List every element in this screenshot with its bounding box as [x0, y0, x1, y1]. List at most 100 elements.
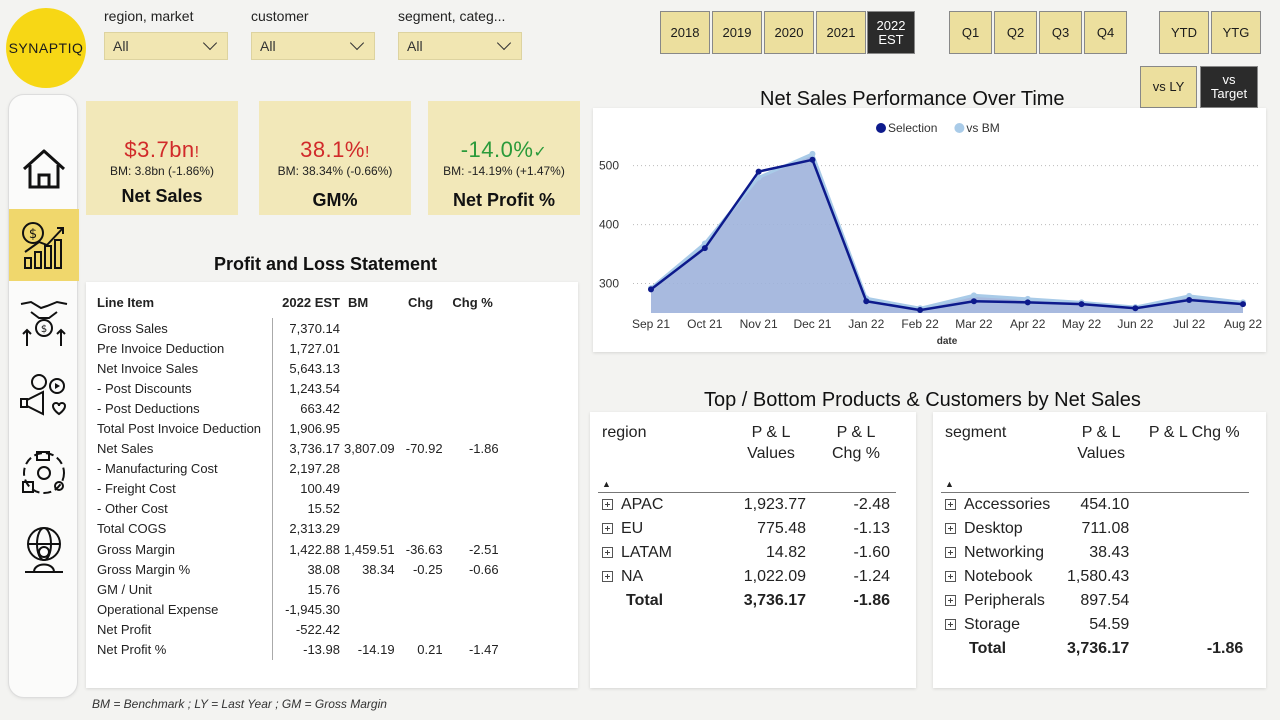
pl-header-bm[interactable]: BM	[348, 294, 369, 310]
quarter-button-q3[interactable]: Q3	[1039, 11, 1082, 54]
pl-row[interactable]: Net Sales 3,736.17 3,807.09 -70.92 -1.86	[94, 438, 501, 459]
pl-cell: 38.08	[307, 561, 340, 577]
year-button-2018[interactable]: 2018	[660, 11, 710, 54]
sidebar-item-supply-chain[interactable]	[9, 437, 79, 509]
expand-icon[interactable]	[945, 522, 956, 534]
y-tick-label: 500	[599, 159, 619, 173]
pl-cell	[397, 398, 445, 418]
expand-icon[interactable]	[945, 618, 956, 630]
year-button-2019[interactable]: 2019	[712, 11, 762, 54]
vs-target-button[interactable]: vs Target	[1200, 66, 1258, 108]
sidebar-item-partners[interactable]: $	[9, 285, 79, 357]
pl-row[interactable]: Gross Margin % 38.08 38.34 -0.25 -0.66	[94, 559, 501, 580]
legend-marker	[876, 123, 886, 133]
pl-row[interactable]: Gross Margin 1,422.88 1,459.51 -36.63 -2.51	[94, 539, 501, 560]
sidebar-item-finance[interactable]: $	[9, 209, 79, 281]
pl-line-item: Pre Invoice Deduction	[94, 338, 273, 359]
sort-asc-icon[interactable]: ▲	[602, 479, 611, 489]
values-header[interactable]: P & L Values	[1077, 424, 1125, 462]
row-label: APAC	[621, 495, 664, 513]
expand-icon[interactable]	[945, 570, 956, 582]
pl-row[interactable]: - Freight Cost 100.49	[94, 478, 501, 499]
pl-row[interactable]: - Manufacturing Cost 2,197.28	[94, 458, 501, 479]
table-row[interactable]: Notebook 1,580.43	[941, 565, 1249, 589]
kpi-benchmark: BM: -14.19% (+1.47%)	[443, 164, 565, 178]
x-tick-label: Apr 22	[1010, 317, 1046, 331]
table-row[interactable]: Networking 38.43	[941, 541, 1249, 565]
ytg-button[interactable]: YTG	[1211, 11, 1261, 54]
table-row[interactable]: Accessories 454.10	[941, 493, 1249, 517]
pl-header-chg-pct[interactable]: Chg %	[452, 294, 493, 310]
pl-row[interactable]: GM / Unit 15.76	[94, 579, 501, 600]
pl-header-line-item[interactable]: Line Item	[97, 294, 155, 310]
row-value: -1.60	[853, 543, 890, 561]
quarter-button-q1[interactable]: Q1	[949, 11, 992, 54]
row-value: 1,580.43	[1067, 567, 1130, 585]
quarter-button-q4[interactable]: Q4	[1084, 11, 1127, 54]
expand-icon[interactable]	[945, 498, 956, 510]
year-button-2021[interactable]: 2021	[816, 11, 866, 54]
pl-row[interactable]: Net Profit % -13.98 -14.19 0.21 -1.47	[94, 639, 501, 660]
pl-row[interactable]: Pre Invoice Deduction 1,727.01	[94, 338, 501, 359]
data-point	[1132, 305, 1139, 312]
sidebar-item-marketing[interactable]	[9, 361, 79, 433]
table-row[interactable]: LATAM 14.82 -1.60	[598, 541, 896, 565]
pl-row[interactable]: - Post Deductions 663.42	[94, 398, 501, 419]
pl-line-item: - Post Discounts	[94, 378, 273, 399]
values-header[interactable]: P & L Values	[747, 424, 795, 462]
region-market-dropdown[interactable]: All	[104, 32, 228, 60]
pl-row[interactable]: Total Post Invoice Deduction 1,906.95	[94, 418, 501, 439]
vs-ly-button[interactable]: vs LY	[1140, 66, 1197, 108]
chg-header[interactable]: P & L Chg %	[1148, 424, 1240, 441]
pl-row[interactable]: - Post Discounts 1,243.54	[94, 378, 501, 399]
region-table: region P & L Values P & L Chg % ▲ APAC 1,…	[598, 422, 896, 613]
expand-icon[interactable]	[602, 498, 613, 510]
table-row[interactable]: APAC 1,923.77 -2.48	[598, 493, 896, 517]
table-row[interactable]: Desktop 711.08	[941, 517, 1249, 541]
pl-cell: 3,736.17	[289, 441, 340, 457]
kpi-name: GM%	[312, 190, 358, 210]
pl-row[interactable]: Net Invoice Sales 5,643.13	[94, 358, 501, 379]
table-row[interactable]: EU 775.48 -1.13	[598, 517, 896, 541]
table-row[interactable]: NA 1,022.09 -1.24	[598, 565, 896, 589]
region-header[interactable]: region	[602, 424, 647, 441]
pl-header-chg[interactable]: Chg	[407, 294, 434, 310]
pl-cell	[397, 499, 445, 519]
segment-header[interactable]: segment	[945, 424, 1007, 441]
pl-cell: -1,945.30	[285, 601, 340, 617]
ytd-button[interactable]: YTD	[1159, 11, 1209, 54]
sort-asc-icon[interactable]: ▲	[945, 479, 954, 489]
pl-line-item: Gross Margin %	[94, 559, 273, 580]
pl-cell: 15.76	[307, 581, 340, 597]
table-row[interactable]: Storage 54.59	[941, 613, 1249, 637]
sidebar-item-home[interactable]	[9, 133, 79, 205]
pl-cell	[342, 398, 397, 418]
data-point	[1240, 301, 1246, 308]
pl-row[interactable]: Net Profit -522.42	[94, 619, 501, 640]
pl-row[interactable]: Operational Expense -1,945.30	[94, 599, 501, 620]
pl-row[interactable]: Gross Sales 7,370.14	[94, 318, 501, 339]
chg-header[interactable]: P & L Chg %	[831, 424, 881, 462]
segment-category-dropdown[interactable]: All	[398, 32, 522, 60]
marketing-megaphone-icon	[20, 374, 67, 416]
pl-row[interactable]: Total COGS 2,313.29	[94, 518, 501, 540]
expand-icon[interactable]	[602, 546, 613, 558]
x-tick-label: Sep 21	[632, 317, 670, 331]
expand-icon[interactable]	[602, 570, 613, 582]
pl-header-2022-est[interactable]: 2022 EST	[282, 294, 340, 310]
table-row[interactable]: Peripherals 897.54	[941, 589, 1249, 613]
year-button-2022-est[interactable]: 2022 EST	[867, 11, 915, 54]
expand-icon[interactable]	[945, 546, 956, 558]
sidebar-nav: $ $	[8, 94, 79, 698]
quarter-button-q2[interactable]: Q2	[994, 11, 1037, 54]
total-cell: Total	[626, 591, 664, 609]
pl-row[interactable]: - Other Cost 15.52	[94, 498, 501, 519]
sidebar-item-executive[interactable]	[9, 513, 79, 585]
expand-icon[interactable]	[602, 522, 613, 534]
expand-icon[interactable]	[945, 594, 956, 606]
customer-dropdown[interactable]: All	[251, 32, 375, 60]
tables-title: Top / Bottom Products & Customers by Net…	[704, 389, 1141, 411]
pl-line-item: Gross Margin	[94, 539, 273, 560]
legend-marker	[954, 123, 965, 133]
year-button-2020[interactable]: 2020	[764, 11, 814, 54]
